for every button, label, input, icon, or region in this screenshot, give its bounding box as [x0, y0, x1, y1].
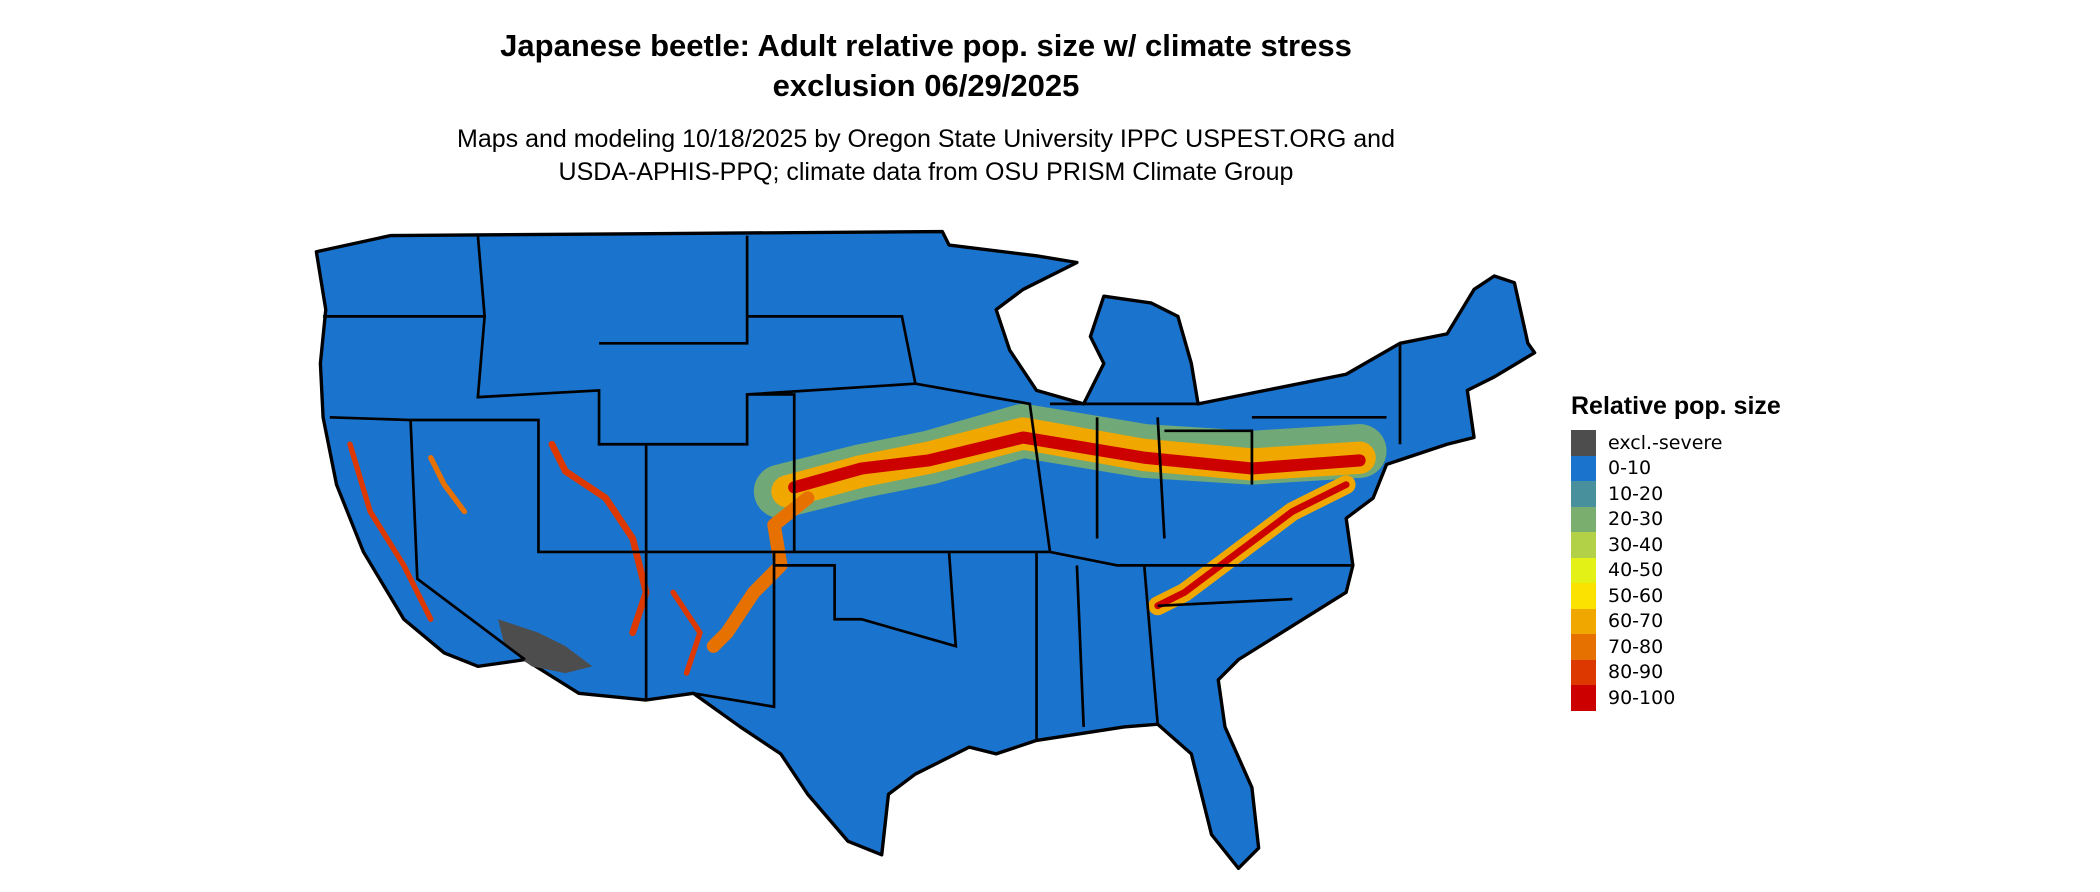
band-west-2	[347, 441, 434, 622]
subtitle-line2: USDA-APHIS-PPQ; climate data from OSU PR…	[558, 158, 1294, 186]
band-appalachian-core	[1154, 481, 1350, 610]
map-title-line1: Japanese beetle: Adult relative pop. siz…	[500, 28, 1352, 63]
legend-label: 60-70	[1608, 610, 1664, 633]
band-colorado-front	[706, 491, 815, 653]
legend-label: 90-100	[1608, 686, 1676, 709]
legend-label: 50-60	[1608, 584, 1664, 607]
legend-item: 80-90	[1571, 659, 1781, 685]
legend-label: 10-20	[1608, 482, 1664, 505]
band-west-4	[670, 589, 703, 676]
legend-label: 0-10	[1608, 457, 1652, 480]
legend-label: 40-50	[1608, 559, 1664, 582]
legend-swatch	[1571, 506, 1596, 532]
legend-swatch	[1571, 659, 1596, 685]
legend-item: 90-100	[1571, 685, 1781, 711]
legend-swatch	[1571, 557, 1596, 583]
subtitle-line1: Maps and modeling 10/18/2025 by Oregon S…	[457, 125, 1395, 153]
legend-item: 50-60	[1571, 583, 1781, 609]
legend-title: Relative pop. size	[1571, 392, 1781, 420]
legend-swatch	[1571, 634, 1596, 660]
legend: Relative pop. size excl.-severe 0-10 10-20…	[1571, 392, 1781, 711]
legend-swatch	[1571, 685, 1596, 711]
band-west-3	[428, 455, 468, 515]
legend-items: excl.-severe 0-10 10-20 20-30 30-40 40-50 50-6…	[1571, 430, 1781, 711]
legend-item: 60-70	[1571, 608, 1781, 634]
legend-item: 30-40	[1571, 532, 1781, 558]
legend-item: 10-20	[1571, 481, 1781, 507]
excluded-desert	[498, 619, 593, 674]
legend-item: 0-10	[1571, 455, 1781, 481]
legend-item: excl.-severe	[1571, 430, 1781, 456]
band-west-1	[548, 440, 650, 637]
legend-label: 80-90	[1608, 661, 1664, 684]
legend-item: 20-30	[1571, 506, 1781, 532]
state-borders	[323, 235, 1402, 741]
legend-swatch	[1571, 481, 1596, 507]
excluded-areas	[498, 619, 593, 674]
legend-swatch	[1571, 583, 1596, 609]
legend-label: 20-30	[1608, 508, 1664, 531]
legend-swatch	[1571, 608, 1596, 634]
us-outline	[314, 229, 1537, 870]
legend-label: 70-80	[1608, 635, 1664, 658]
legend-item: 70-80	[1571, 634, 1781, 660]
legend-swatch	[1571, 430, 1596, 456]
legend-label: 30-40	[1608, 533, 1664, 556]
legend-swatch	[1571, 455, 1596, 481]
legend-label: excl.-severe	[1608, 431, 1723, 454]
map-title-line2: exclusion 06/29/2025	[772, 68, 1080, 103]
legend-swatch	[1571, 532, 1596, 558]
legend-item: 40-50	[1571, 557, 1781, 583]
